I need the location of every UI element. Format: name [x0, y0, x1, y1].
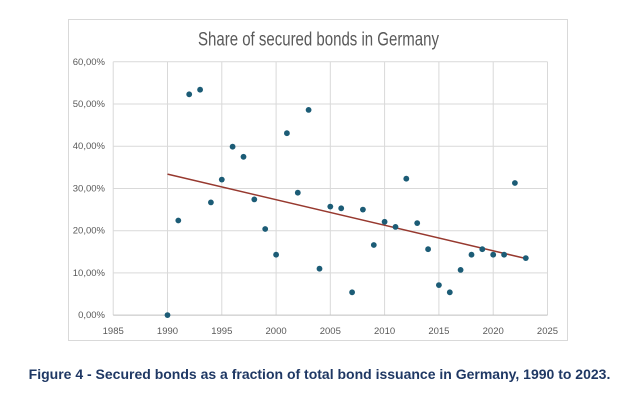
svg-text:10,00%: 10,00%	[73, 268, 106, 279]
svg-text:50,00%: 50,00%	[73, 99, 106, 110]
svg-text:2010: 2010	[374, 326, 395, 337]
svg-text:2015: 2015	[428, 326, 449, 337]
svg-text:60,00%: 60,00%	[73, 57, 106, 68]
svg-text:1990: 1990	[157, 326, 178, 337]
svg-text:2000: 2000	[266, 326, 287, 337]
svg-text:2005: 2005	[320, 326, 341, 337]
svg-text:1995: 1995	[211, 326, 232, 337]
svg-text:1985: 1985	[103, 326, 124, 337]
svg-text:20,00%: 20,00%	[73, 226, 106, 237]
svg-text:2025: 2025	[537, 326, 558, 337]
svg-text:0,00%: 0,00%	[78, 310, 105, 321]
svg-text:2020: 2020	[483, 326, 504, 337]
svg-text:30,00%: 30,00%	[73, 184, 106, 195]
svg-text:40,00%: 40,00%	[73, 141, 106, 152]
svg-text:Share of secured bonds in Germ: Share of secured bonds in Germany	[198, 30, 439, 51]
